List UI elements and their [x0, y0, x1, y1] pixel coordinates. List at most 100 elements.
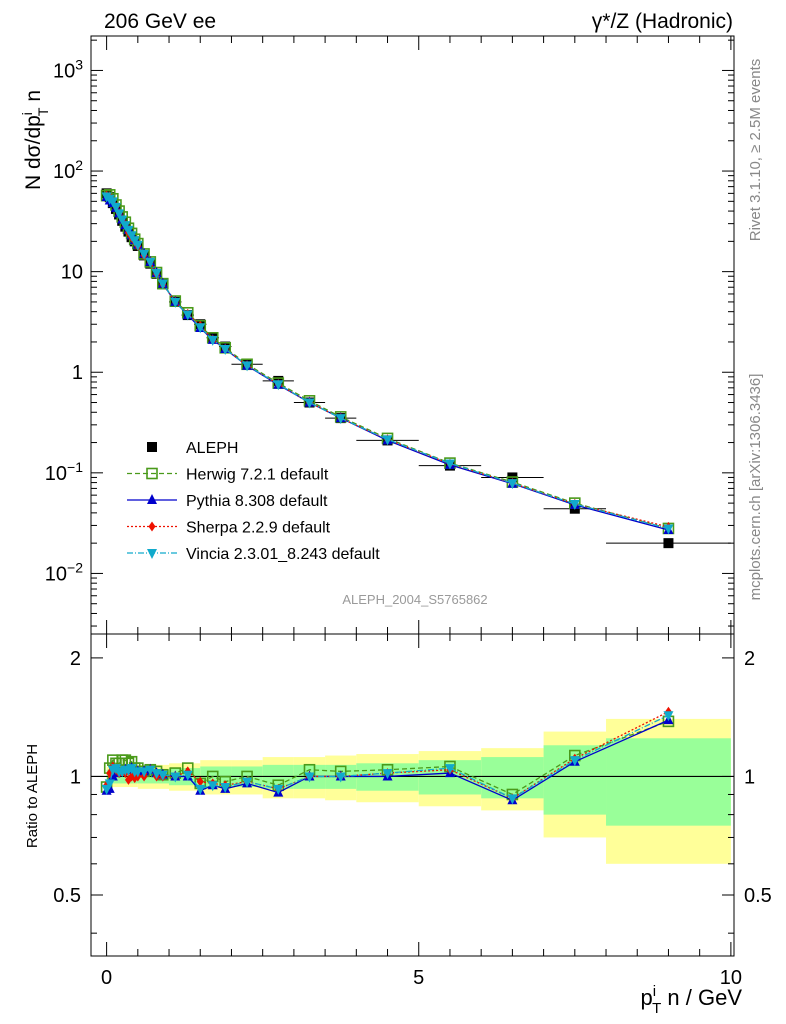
ylabel-tail: n — [22, 90, 45, 108]
point-vincia — [117, 215, 128, 226]
legend-marker — [146, 467, 158, 480]
ratio-y-tick-label-left: 2 — [70, 648, 81, 670]
ratio-y-tick-label-left: 1 — [70, 766, 81, 788]
y-tick-label: 1 — [72, 362, 83, 384]
legend-label: Herwig 7.2.1 default — [186, 467, 329, 484]
ratio-point-vincia — [145, 765, 156, 776]
point-vincia — [335, 414, 346, 425]
y-tick-label: 10−1 — [45, 459, 83, 485]
band-inner — [606, 738, 731, 826]
ratio-y-tick-label-right: 0.5 — [744, 885, 772, 907]
main-series-group — [100, 188, 731, 549]
ratio-point-vincia — [139, 767, 150, 778]
ratio-axes: 0.5 0.5 1 1 2 2 0 5 10 — [53, 634, 772, 989]
xlabel-tail: n / GeV — [661, 985, 742, 1010]
ratio-point-vincia — [507, 794, 518, 805]
point-vincia — [110, 202, 121, 213]
ratio-point-sherpa — [196, 776, 204, 787]
point-vincia — [382, 435, 393, 446]
title-left: 206 GeV ee — [104, 10, 216, 33]
series-line-sherpa — [106, 194, 669, 528]
main-ylabel-text: N dσ/dpiT n — [19, 90, 51, 190]
ratio-point-vincia — [242, 777, 253, 788]
point-vincia — [170, 297, 181, 308]
point-vincia — [207, 335, 218, 346]
point-vincia — [145, 257, 156, 268]
xlabel-sub: T — [652, 1000, 661, 1017]
ratio-point-vincia — [382, 769, 393, 780]
rivet-label: Rivet 3.1.10, ≥ 2.5M events — [747, 59, 764, 242]
point-vincia — [273, 380, 284, 391]
ratio-point-vincia — [273, 784, 284, 795]
ylabel-sub: T — [35, 107, 51, 116]
legend-marker — [147, 549, 157, 559]
point-vincia — [220, 345, 231, 356]
point-vincia — [242, 361, 253, 372]
x-axis-label: pi T n / GeV — [641, 983, 743, 1017]
xlabel-sup: i — [653, 983, 656, 1000]
ratio-ylabel: Ratio to ALEPH — [24, 744, 41, 848]
main-panel: 10−2 10−1 1 10 102 103 ALEPH_2004_S5765862 AL… — [19, 35, 735, 635]
legend-entry-pythia: Pythia 8.308 default — [127, 493, 328, 510]
legend-label: ALEPH — [186, 440, 238, 457]
ratio-series-vincia — [101, 711, 674, 805]
point-vincia — [157, 279, 168, 290]
y-tick-exponent: 2 — [75, 157, 83, 173]
y-tick-exponent: −2 — [67, 559, 83, 575]
series-vincia — [101, 192, 674, 535]
point-vincia — [114, 209, 125, 220]
ratio-point-vincia — [157, 770, 168, 781]
legend: ALEPH Herwig 7.2.1 default Pythia 8.308 de… — [127, 440, 380, 563]
legend-marker — [148, 521, 156, 532]
point-vincia — [507, 479, 518, 490]
ratio-frame — [90, 633, 735, 957]
ratio-point-vincia — [207, 781, 218, 792]
ratio-y-tick-label-right: 2 — [744, 648, 755, 670]
main-ylabel: N dσ/dpiT n — [19, 90, 51, 190]
y-tick-exponent: 3 — [75, 56, 83, 72]
point-vincia — [569, 500, 580, 511]
x-tick-label: 0 — [101, 967, 112, 989]
analysis-watermark: ALEPH_2004_S5765862 — [342, 592, 487, 607]
point-vincia — [182, 310, 193, 321]
legend-entry-vincia: Vincia 2.3.01_8.243 default — [127, 546, 380, 563]
y-tick-exponent: −1 — [67, 459, 83, 475]
ratio-point-vincia — [182, 770, 193, 781]
x-tick-label: 10 — [720, 967, 742, 989]
legend-entry-sherpa: Sherpa 2.2.9 default — [127, 520, 331, 537]
title-right: γ*/Z (Hadronic) — [592, 10, 733, 33]
ratio-point-vincia — [170, 772, 181, 783]
ratio-point-vincia — [663, 711, 674, 722]
y-tick-label: 102 — [53, 157, 83, 183]
point-vincia — [151, 268, 162, 279]
point-vincia — [195, 323, 206, 334]
ratio-point-vincia — [444, 764, 455, 775]
legend-label: Vincia 2.3.01_8.243 default — [186, 546, 380, 563]
ratio-point-vincia — [304, 772, 315, 783]
legend-label: Pythia 8.308 default — [186, 493, 328, 510]
main-axes: 10−2 10−1 1 10 102 103 — [45, 36, 734, 634]
ratio-point-vincia — [104, 779, 115, 790]
legend-entry-data: ALEPH — [147, 440, 238, 457]
ratio-y-tick-label-right: 1 — [744, 766, 755, 788]
point-vincia — [123, 225, 134, 236]
ratio-panel: 0.5 0.5 1 1 2 2 0 5 10 Ratio to ALEPH — [24, 633, 772, 989]
ratio-point-vincia — [195, 784, 206, 795]
ratio-point-vincia — [569, 756, 580, 767]
y-tick-label: 10 — [61, 262, 83, 284]
ratio-point-vincia — [335, 772, 346, 783]
point-data — [663, 538, 674, 549]
point-vincia — [107, 197, 118, 208]
point-vincia — [132, 240, 143, 251]
legend-label: Sherpa 2.2.9 default — [186, 520, 331, 537]
legend-marker — [147, 494, 157, 504]
ratio-y-tick-label-left: 0.5 — [53, 885, 81, 907]
point-vincia — [304, 398, 315, 409]
ratio-bands — [91, 718, 734, 864]
point-vincia — [663, 524, 674, 535]
x-tick-label: 5 — [413, 967, 424, 989]
ylabel-sup: i — [19, 112, 35, 115]
mcplots-label: mcplots.cern.ch [arXiv:1306.3436] — [747, 374, 764, 601]
main-frame — [90, 35, 735, 635]
